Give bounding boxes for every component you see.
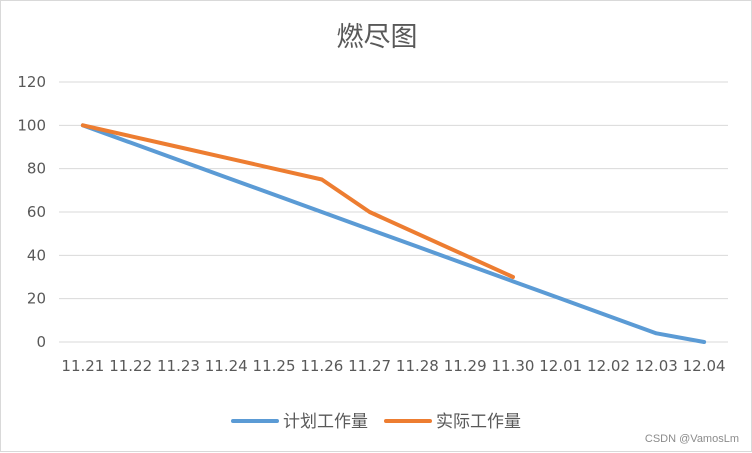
y-tick-label: 20 [27, 290, 46, 308]
x-tick-label: 11.25 [253, 357, 296, 375]
x-tick-label: 12.01 [539, 357, 582, 375]
y-tick-label: 120 [17, 73, 46, 91]
y-tick-label: 60 [27, 203, 46, 221]
y-tick-label: 80 [27, 160, 46, 178]
x-tick-label: 11.28 [396, 357, 439, 375]
x-tick-label: 11.30 [491, 357, 534, 375]
x-tick-label: 11.23 [157, 357, 200, 375]
x-axis-ticks: 11.21 11.22 11.23 11.24 11.25 11.26 11.27 11.28… [61, 357, 725, 375]
y-tick-label: 40 [27, 246, 46, 264]
grid-layer [59, 81, 728, 343]
x-tick-label: 12.04 [683, 357, 726, 375]
y-axis-ticks: 0 20 40 60 80 100 120 [17, 73, 46, 351]
x-tick-label: 11.24 [205, 357, 248, 375]
x-tick-label: 11.29 [444, 357, 487, 375]
legend: 计划工作量 实际工作量 [231, 412, 521, 432]
x-tick-label: 11.21 [61, 357, 104, 375]
y-tick-label: 0 [36, 333, 46, 351]
legend-label: 实际工作量 [436, 412, 521, 432]
legend-label: 计划工作量 [283, 412, 368, 432]
x-tick-label: 11.27 [348, 357, 391, 375]
series-line-2 [80, 123, 515, 279]
x-tick-label: 11.22 [109, 357, 152, 375]
y-tick-label: 100 [17, 116, 46, 134]
watermark: CSDN @VamosLm [644, 433, 739, 445]
series-line-1 [80, 123, 707, 344]
x-tick-label: 12.03 [635, 357, 678, 375]
x-tick-label: 11.26 [300, 357, 343, 375]
x-tick-label: 12.02 [587, 357, 630, 375]
series-layer [80, 123, 707, 344]
chart-title: 燃尽图 [336, 22, 418, 53]
